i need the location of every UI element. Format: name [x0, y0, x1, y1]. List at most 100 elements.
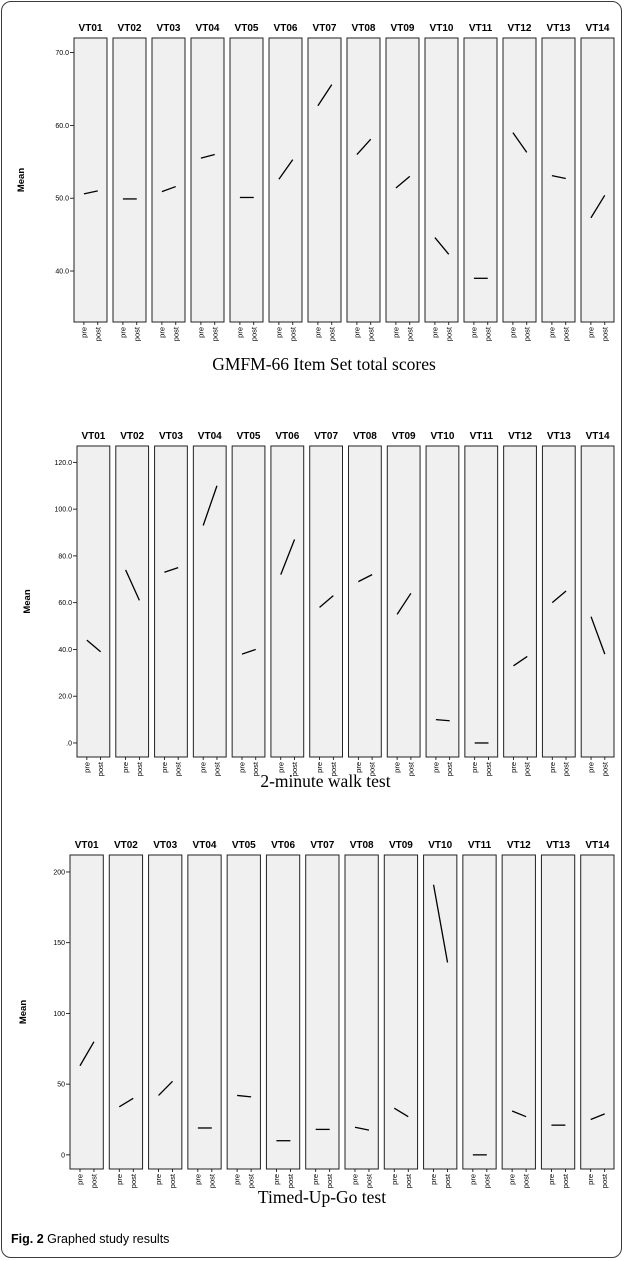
- x-tick-label: pre: [547, 1174, 556, 1185]
- panel-vt01: VT01 pre post: [73, 23, 108, 341]
- y-tick-label: 150: [53, 940, 65, 947]
- x-tick-label: post: [406, 761, 415, 776]
- panel-vt11: VT11 pre post: [462, 840, 497, 1188]
- x-tick-label: pre: [586, 1174, 595, 1185]
- y-tick-label: 50: [57, 1082, 65, 1089]
- x-tick-label: post: [600, 1173, 609, 1188]
- panel-title: VT05: [235, 23, 259, 34]
- panel-title: VT05: [237, 431, 261, 442]
- x-tick-label: pre: [154, 1174, 163, 1185]
- panel-title: VT06: [271, 840, 295, 851]
- chart-caption: GMFM-66 Item Set total scores: [212, 354, 436, 374]
- x-tick-label: post: [368, 761, 377, 776]
- x-tick-label: post: [286, 1173, 295, 1188]
- x-tick-label: post: [522, 1173, 531, 1188]
- x-tick-label: pre: [235, 327, 244, 338]
- panel-box: [192, 445, 227, 758]
- x-tick-label: pre: [237, 762, 246, 773]
- panel-vt01: VT01 pre post: [69, 840, 104, 1188]
- panel-title: VT13: [547, 23, 571, 34]
- x-tick-label: post: [443, 1173, 452, 1188]
- series-line: [278, 159, 294, 180]
- series-line: [280, 539, 296, 575]
- series-line: [396, 592, 412, 615]
- x-tick-label: pre: [586, 327, 595, 338]
- panel-title: VT04: [198, 431, 222, 442]
- series-line: [83, 190, 98, 195]
- x-tick-label: post: [129, 1173, 138, 1188]
- panel-vt03: VT03 pre post: [151, 23, 186, 341]
- panel-vt07: VT07 pre post: [305, 840, 340, 1188]
- x-tick-label: post: [405, 326, 414, 341]
- y-tick-label: 0: [61, 1152, 65, 1159]
- panel-vt11: VT11 pre post: [463, 23, 498, 341]
- panel-vt10: VT10 pre post: [425, 431, 460, 776]
- panel-vt04: VT04 pre post: [192, 431, 227, 776]
- x-tick-label: pre: [315, 762, 324, 773]
- panel-title: VT08: [350, 840, 374, 851]
- panel-title: VT01: [75, 840, 99, 851]
- x-tick-label: post: [212, 761, 221, 776]
- x-tick-label: pre: [82, 762, 91, 773]
- y-tick-label: 20.0: [58, 694, 72, 701]
- series-line: [393, 1107, 409, 1118]
- x-tick-label: post: [523, 761, 532, 776]
- panel-box: [73, 37, 108, 323]
- panel-box: [187, 854, 222, 1170]
- panel-vt13: VT13 pre post: [540, 840, 576, 1188]
- x-tick-label: post: [249, 326, 258, 341]
- x-tick-label: post: [600, 761, 609, 776]
- x-tick-label: pre: [121, 762, 130, 773]
- panel-box: [190, 37, 225, 323]
- panel-box: [423, 854, 458, 1170]
- series-line: [434, 237, 450, 255]
- panel-vt07: VT07 pre post: [307, 23, 342, 341]
- panel-box: [541, 445, 576, 758]
- panel-box: [501, 854, 536, 1170]
- x-tick-label: post: [522, 326, 531, 341]
- x-tick-label: post: [89, 1173, 98, 1188]
- series-line: [86, 639, 102, 653]
- x-tick-label: pre: [352, 327, 361, 338]
- panel-vt02: VT02 pre post: [115, 431, 150, 776]
- y-tick-label: 120.0: [54, 460, 72, 467]
- x-tick-label: post: [364, 1173, 373, 1188]
- series-line: [118, 1097, 134, 1108]
- panel-box: [151, 37, 186, 323]
- x-tick-label: post: [325, 1173, 334, 1188]
- x-tick-label: post: [366, 326, 375, 341]
- panel-title: VT06: [274, 23, 298, 34]
- x-tick-label: pre: [430, 327, 439, 338]
- series-line: [590, 616, 606, 655]
- x-tick-label: pre: [199, 762, 208, 773]
- panel-box: [112, 37, 147, 323]
- panel-title: VT08: [353, 431, 377, 442]
- x-tick-label: pre: [547, 327, 556, 338]
- x-tick-label: post: [171, 326, 180, 341]
- panel-box: [503, 445, 537, 758]
- panel-title: VT14: [586, 23, 610, 34]
- panel-title: VT13: [546, 840, 570, 851]
- x-tick-label: post: [174, 761, 183, 776]
- panel-box: [346, 37, 381, 323]
- series-line: [590, 1113, 605, 1121]
- x-tick-label: pre: [313, 327, 322, 338]
- panel-box: [464, 445, 499, 758]
- series-line: [200, 153, 215, 159]
- x-tick-label: pre: [354, 762, 363, 773]
- x-tick-label: pre: [233, 1174, 242, 1185]
- y-tick-label: 40.0: [58, 647, 72, 654]
- x-tick-label: pre: [468, 1174, 477, 1185]
- panel-vt06: VT06 pre post: [270, 431, 305, 776]
- panel-vt14: VT14 pre post: [580, 840, 615, 1188]
- panel-title: VT09: [389, 840, 413, 851]
- figure-caption-text: Graphed study results: [47, 1232, 170, 1246]
- chart-caption: 2-minute walk test: [260, 771, 390, 791]
- panel-box: [540, 854, 576, 1170]
- panel-title: VT09: [391, 23, 415, 34]
- panel-box: [108, 854, 144, 1170]
- x-tick-label: post: [562, 761, 571, 776]
- x-tick-label: pre: [118, 327, 127, 338]
- panel-box: [580, 37, 615, 323]
